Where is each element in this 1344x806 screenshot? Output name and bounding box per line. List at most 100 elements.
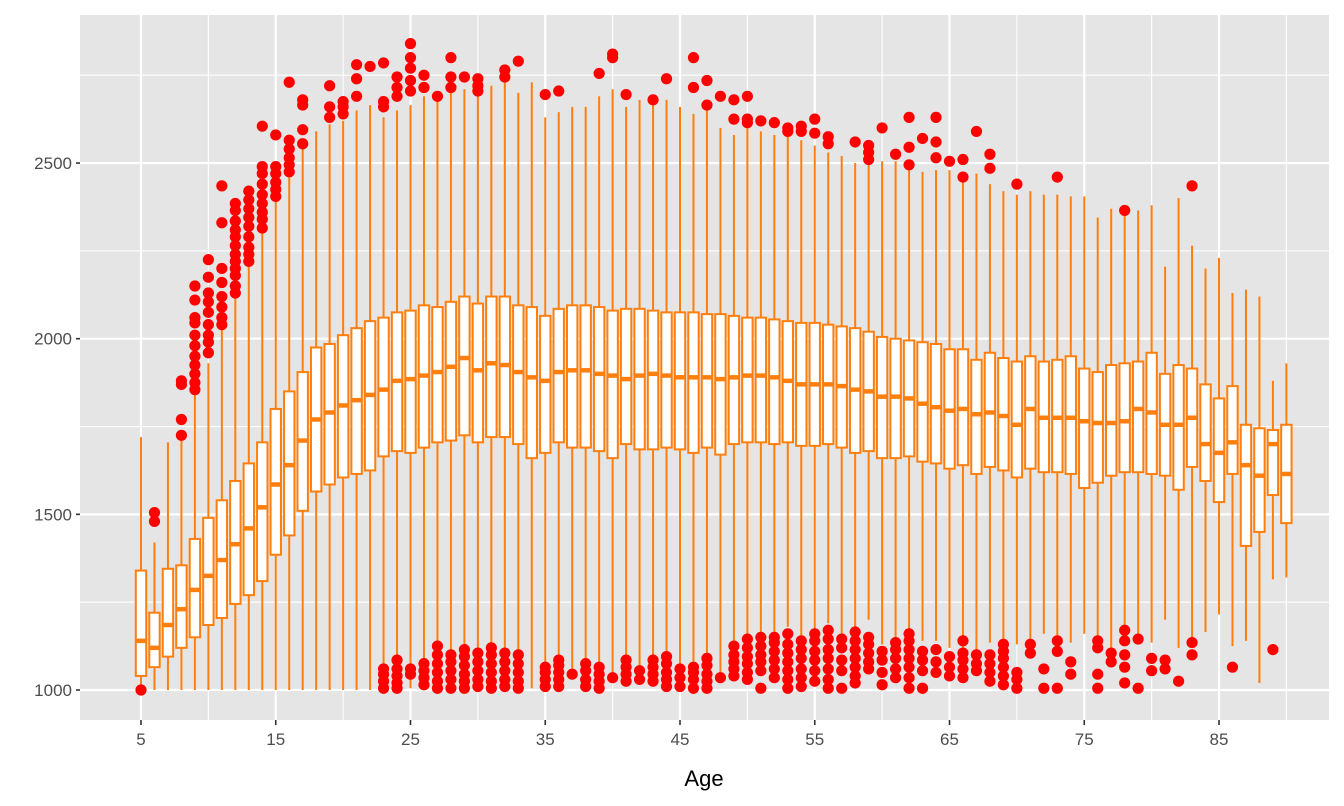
outlier-point: [930, 666, 942, 679]
outlier-point: [903, 682, 915, 694]
x-tick-label: 45: [671, 730, 690, 749]
outlier-point: [795, 663, 807, 675]
outlier-point: [890, 672, 902, 684]
box-age-52: [768, 318, 781, 446]
box-age-29: [458, 295, 471, 437]
outlier-point: [1051, 635, 1063, 647]
outlier-point: [202, 271, 214, 283]
outlier-point: [297, 138, 309, 150]
outlier-point: [189, 280, 201, 292]
outlier-point: [351, 73, 363, 85]
outlier-point: [1105, 656, 1117, 668]
outlier-point: [890, 663, 902, 675]
box-age-40: [606, 309, 619, 460]
outlier-point: [782, 682, 794, 694]
outlier-point: [512, 666, 524, 679]
box-age-36: [552, 307, 565, 444]
outlier-point: [324, 111, 336, 123]
outlier-point: [687, 661, 700, 673]
outlier-point: [445, 81, 457, 94]
outlier-point: [270, 176, 282, 188]
outlier-point: [916, 682, 929, 694]
outlier-point: [809, 675, 821, 687]
outlier-point: [903, 628, 915, 640]
outlier-point: [1119, 624, 1131, 636]
outlier-point: [903, 644, 915, 656]
outlier-point: [849, 644, 861, 656]
x-axis-title: Age: [684, 766, 723, 791]
outlier-point: [404, 74, 417, 87]
outlier-point: [445, 52, 457, 64]
outlier-point: [782, 628, 794, 640]
outlier-point: [229, 280, 241, 292]
box-age-25: [404, 309, 417, 454]
outlier-point: [499, 673, 511, 686]
outlier-point: [512, 675, 524, 687]
outlier-point: [391, 71, 403, 83]
outlier-point: [431, 666, 444, 679]
outlier-point: [795, 635, 807, 647]
outlier-point: [782, 122, 794, 134]
outlier-point: [660, 666, 673, 679]
outlier-point: [580, 673, 592, 686]
outlier-point: [970, 658, 983, 670]
outlier-point: [202, 254, 214, 266]
outlier-point: [431, 649, 444, 661]
outlier-point: [876, 645, 888, 657]
outlier-point: [256, 222, 268, 234]
outlier-point: [970, 125, 983, 138]
outlier-point: [997, 661, 1010, 673]
outlier-point: [755, 640, 767, 652]
outlier-point: [283, 76, 295, 88]
outlier-point: [647, 94, 659, 106]
outlier-point: [660, 73, 673, 85]
outlier-point: [903, 111, 915, 123]
outlier-point: [755, 665, 767, 677]
outlier-point: [930, 111, 942, 123]
box-age-78: [1118, 362, 1131, 474]
outlier-point: [216, 217, 228, 229]
outlier-point: [687, 682, 700, 694]
outlier-point: [364, 60, 376, 73]
outlier-point: [930, 656, 942, 668]
outlier-point: [216, 290, 228, 303]
outlier-point: [391, 654, 403, 666]
outlier-point: [728, 640, 740, 652]
box-age-68: [983, 351, 997, 468]
box-age-38: [579, 304, 592, 449]
box-age-74: [1064, 355, 1077, 475]
outlier-point: [431, 90, 444, 102]
outlier-point: [243, 194, 255, 206]
outlier-point: [189, 359, 201, 371]
outlier-point: [377, 57, 390, 69]
box-age-64: [929, 342, 943, 465]
box-age-10: [202, 516, 215, 627]
outlier-point: [674, 680, 686, 693]
outlier-point: [876, 679, 888, 691]
box-age-46: [687, 311, 700, 454]
box-age-67: [970, 358, 983, 475]
box-age-84: [1199, 383, 1212, 482]
outlier-point: [553, 654, 565, 666]
outlier-point: [202, 296, 214, 308]
box-age-27: [431, 306, 444, 444]
outlier-point: [351, 90, 363, 102]
outlier-point: [768, 654, 780, 666]
outlier-point: [202, 306, 214, 318]
outlier-point: [472, 73, 484, 85]
outlier-point: [863, 647, 875, 659]
box-age-82: [1172, 364, 1185, 491]
outlier-point: [472, 647, 484, 659]
outlier-point: [890, 636, 902, 649]
outlier-point: [997, 638, 1010, 650]
outlier-point: [943, 651, 956, 663]
outlier-point: [499, 647, 511, 659]
outlier-point: [768, 663, 780, 675]
outlier-point: [1011, 666, 1023, 679]
outlier-point: [755, 682, 767, 694]
outlier-point: [607, 672, 619, 684]
outlier-point: [1119, 677, 1131, 689]
outlier-point: [997, 670, 1010, 682]
outlier-point: [1226, 661, 1239, 673]
